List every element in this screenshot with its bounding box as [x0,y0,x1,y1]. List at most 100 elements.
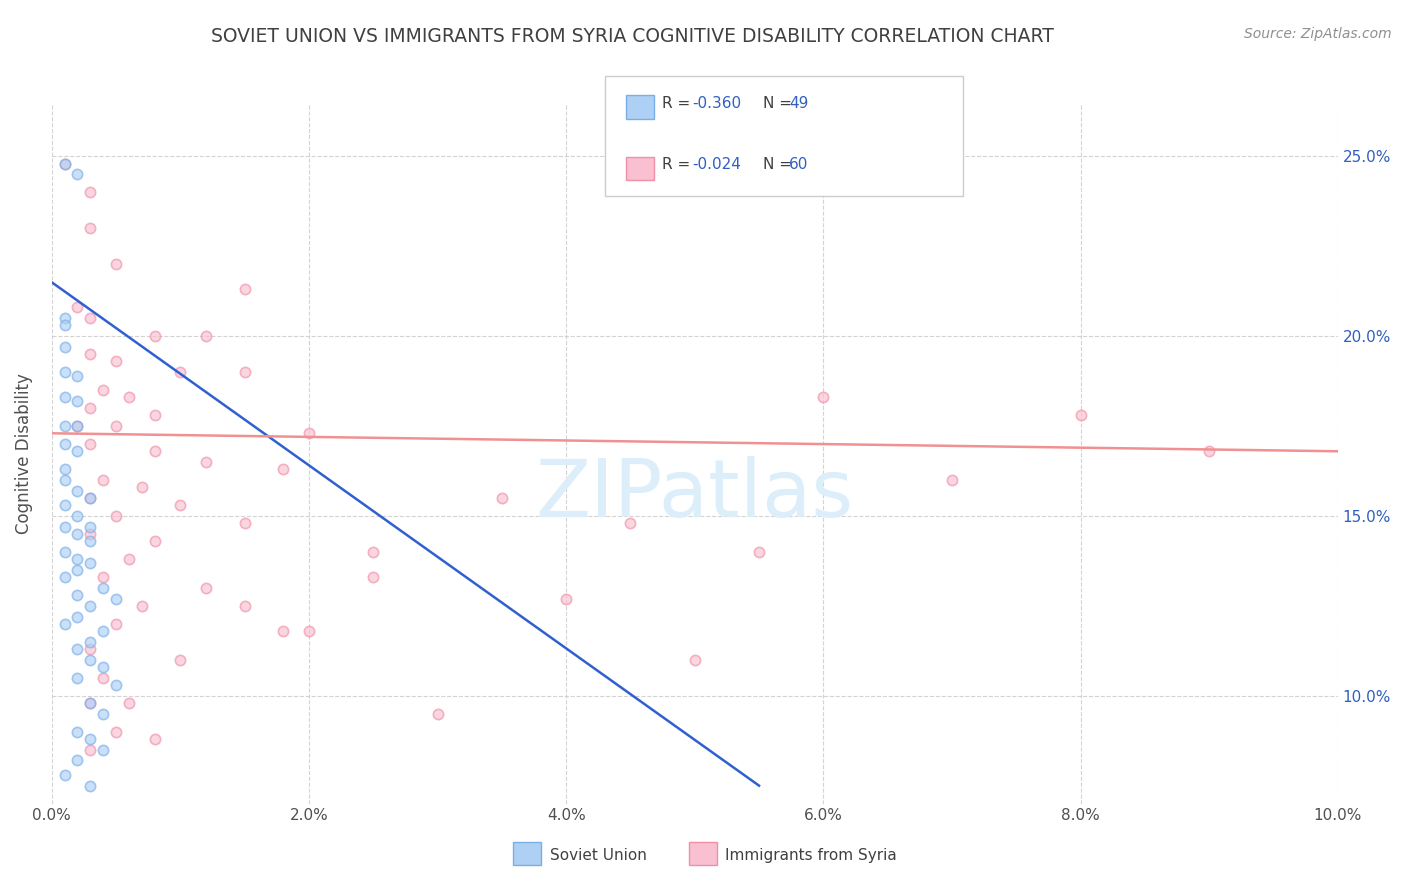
Point [79,696,101,710]
Point [79,221,101,235]
Point [195,455,218,469]
Point [79,556,101,570]
Point [79,491,101,505]
Point [66,671,89,685]
Point [66,754,89,768]
Point [131,599,153,613]
Point [118,390,141,404]
Point [66,444,89,458]
Point [79,779,101,793]
Point [79,534,101,549]
Point [53,318,76,333]
Point [233,516,256,531]
Point [53,419,76,434]
Point [105,257,128,271]
Point [143,329,166,343]
Point [66,563,89,577]
Point [1070,409,1092,423]
Point [53,616,76,631]
Text: 60: 60 [789,158,808,172]
Point [105,419,128,434]
Point [298,624,321,638]
Point [53,473,76,487]
Point [91,742,114,756]
Point [105,591,128,606]
Point [79,186,101,200]
Text: Source: ZipAtlas.com: Source: ZipAtlas.com [1244,27,1392,41]
Point [169,653,191,667]
Point [91,383,114,397]
Point [105,616,128,631]
Y-axis label: Cognitive Disability: Cognitive Disability [15,373,32,533]
Point [361,570,384,584]
Point [66,168,89,182]
Text: 49: 49 [789,96,808,111]
Point [105,678,128,692]
Point [271,624,294,638]
Point [105,508,128,523]
Point [66,508,89,523]
Point [53,520,76,534]
Point [105,724,128,739]
Point [79,635,101,649]
Point [271,462,294,476]
Point [941,473,963,487]
Point [53,462,76,476]
Text: SOVIET UNION VS IMMIGRANTS FROM SYRIA COGNITIVE DISABILITY CORRELATION CHART: SOVIET UNION VS IMMIGRANTS FROM SYRIA CO… [211,27,1054,45]
Text: R =: R = [662,96,696,111]
Point [91,660,114,674]
Point [233,365,256,379]
Text: ZIPatlas: ZIPatlas [536,456,853,534]
Point [66,368,89,383]
Point [53,340,76,354]
Point [91,624,114,638]
Point [118,552,141,566]
Point [195,581,218,595]
Point [91,581,114,595]
Point [53,311,76,326]
Point [53,156,76,170]
Point [53,570,76,584]
Point [79,653,101,667]
Point [79,599,101,613]
Point [66,724,89,739]
Point [683,653,706,667]
Point [66,552,89,566]
Point [813,390,835,404]
Point [66,588,89,602]
Point [91,671,114,685]
Point [131,480,153,494]
Text: Immigrants from Syria: Immigrants from Syria [725,848,897,863]
Text: -0.360: -0.360 [692,96,741,111]
Point [66,393,89,408]
Point [66,483,89,498]
Point [169,498,191,512]
Point [66,419,89,434]
Point [66,527,89,541]
Point [105,354,128,368]
Point [143,444,166,458]
Point [748,545,770,559]
Point [79,731,101,746]
Point [233,599,256,613]
Point [66,642,89,657]
Point [66,419,89,434]
Point [79,696,101,710]
Point [79,527,101,541]
Point [79,742,101,756]
Text: -0.024: -0.024 [692,158,741,172]
Point [233,283,256,297]
Point [298,426,321,441]
Point [79,311,101,326]
Point [53,498,76,512]
Point [555,591,578,606]
Text: Soviet Union: Soviet Union [550,848,647,863]
Point [53,437,76,451]
Point [53,768,76,782]
Point [79,347,101,361]
Point [195,329,218,343]
Text: N =: N = [763,96,797,111]
Point [491,491,513,505]
Text: N =: N = [763,158,797,172]
Point [91,570,114,584]
